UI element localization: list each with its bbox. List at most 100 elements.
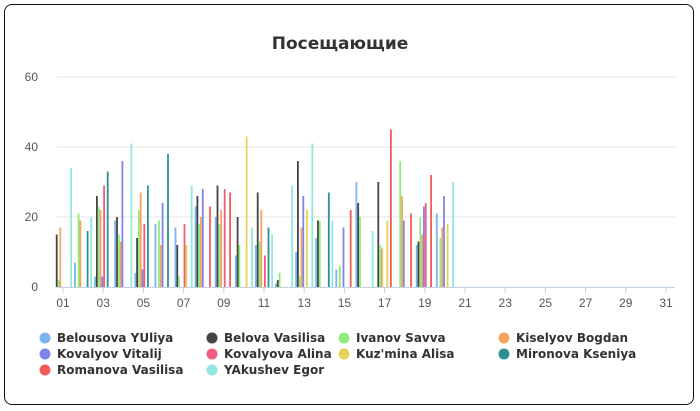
legend-label: Kiselyov Bogdan: [516, 331, 628, 345]
bar: [196, 196, 199, 287]
bar: [183, 224, 186, 287]
bar: [114, 220, 117, 287]
bar: [101, 276, 104, 287]
legend-label: Kovalyov Vitalij: [57, 347, 162, 361]
bar: [355, 182, 358, 287]
bar: [119, 241, 122, 287]
bar: [260, 210, 263, 287]
legend-marker: [39, 364, 51, 376]
bar: [311, 143, 314, 287]
x-tick-label: 21: [458, 296, 472, 310]
legend-marker: [39, 332, 51, 344]
x-tick-label: 15: [338, 296, 352, 310]
bar: [236, 217, 239, 287]
bar: [138, 210, 140, 287]
bar: [117, 234, 120, 287]
bar: [415, 245, 418, 287]
legend-item[interactable]: Kovalyova Alina: [206, 347, 332, 361]
bar: [245, 136, 248, 287]
bar: [256, 192, 259, 287]
bar: [147, 185, 149, 287]
bar: [74, 262, 76, 287]
bar: [70, 168, 72, 287]
legend-label: Belousova YUliya: [57, 331, 173, 345]
bar: [214, 217, 217, 287]
bar: [278, 273, 281, 287]
y-axis: 0 20 40 60: [25, 70, 39, 294]
x-tick-label: 17: [378, 296, 392, 310]
legend-marker: [498, 332, 510, 344]
y-tick-label: 20: [25, 210, 39, 224]
bar: [327, 192, 330, 287]
bar: [402, 220, 405, 287]
bar: [141, 269, 144, 287]
chart: Посещающие 0 20 40 60 01 03 05 07 09 11 13 15 17 19 2…: [25, 34, 675, 377]
y-tick-label: 40: [25, 140, 39, 154]
legend-label: Mironova Kseniya: [516, 347, 636, 361]
legend-marker: [206, 364, 218, 376]
bar: [251, 227, 253, 287]
x-tick-label: 29: [619, 296, 633, 310]
legend-label: YAkushev Egor: [223, 363, 324, 377]
bar: [417, 241, 420, 287]
bar: [318, 220, 321, 287]
bar: [194, 206, 197, 287]
bar: [264, 255, 266, 287]
bar: [103, 185, 105, 287]
x-tick-label: 13: [298, 296, 312, 310]
chart-frame: Посещающие 0 20 40 60 01 03 05 07 09 11 13 15 17 19 2…: [4, 4, 694, 405]
bar: [216, 185, 219, 287]
legend-label: Belova Vasilisa: [224, 331, 325, 345]
bar: [300, 227, 303, 287]
legend-item[interactable]: Kovalyov Vitalij: [39, 347, 162, 361]
legend-item[interactable]: Belova Vasilisa: [206, 331, 326, 345]
bar: [106, 171, 109, 287]
bar: [200, 217, 202, 287]
legend-marker: [338, 332, 350, 344]
x-tick-label: 27: [579, 296, 593, 310]
bar: [176, 245, 179, 287]
bar: [443, 196, 445, 287]
legend-marker: [39, 348, 51, 360]
legend-label: Romanova Vasilisa: [57, 363, 183, 377]
legend-item[interactable]: Mironova Kseniya: [498, 347, 637, 361]
x-tick-label: 25: [539, 296, 553, 310]
legend-item[interactable]: Kuz'mina Alisa: [338, 347, 455, 361]
y-tick-label: 0: [31, 280, 38, 294]
x-tick-label: 19: [418, 296, 432, 310]
legend-item[interactable]: Belousova YUliya: [39, 331, 174, 345]
x-tick-label: 05: [137, 296, 151, 310]
bar: [401, 196, 403, 287]
bar: [130, 143, 133, 287]
bar: [99, 210, 102, 287]
bar: [167, 154, 169, 287]
bar: [116, 217, 118, 287]
y-gridlines: [57, 76, 675, 218]
bar: [161, 203, 164, 287]
bar: [134, 273, 137, 287]
bar: [421, 234, 423, 287]
bar: [342, 227, 345, 287]
bar: [185, 245, 188, 287]
bar: [218, 224, 221, 287]
bar: [390, 129, 392, 287]
bar: [439, 238, 442, 287]
bar: [255, 245, 257, 287]
bar: [335, 269, 338, 287]
bar: [419, 217, 422, 287]
x-tick-label: 07: [177, 296, 191, 310]
legend-marker: [498, 348, 510, 360]
legend-item[interactable]: Romanova Vasilisa: [39, 363, 184, 377]
legend-item[interactable]: Kiselyov Bogdan: [498, 331, 629, 345]
bar: [79, 220, 82, 287]
legend-item[interactable]: Ivanov Savva: [338, 331, 446, 345]
bar: [306, 210, 308, 287]
bar: [234, 255, 237, 287]
bar: [315, 238, 318, 287]
bar: [96, 196, 98, 287]
bar: [220, 210, 222, 287]
legend-item[interactable]: YAkushev Egor: [206, 363, 325, 377]
x-axis: 01 03 05 07 09 11 13 15 17 19 21 23 25 27 29 31: [56, 287, 675, 310]
bar: [238, 245, 241, 287]
bar: [423, 206, 425, 287]
